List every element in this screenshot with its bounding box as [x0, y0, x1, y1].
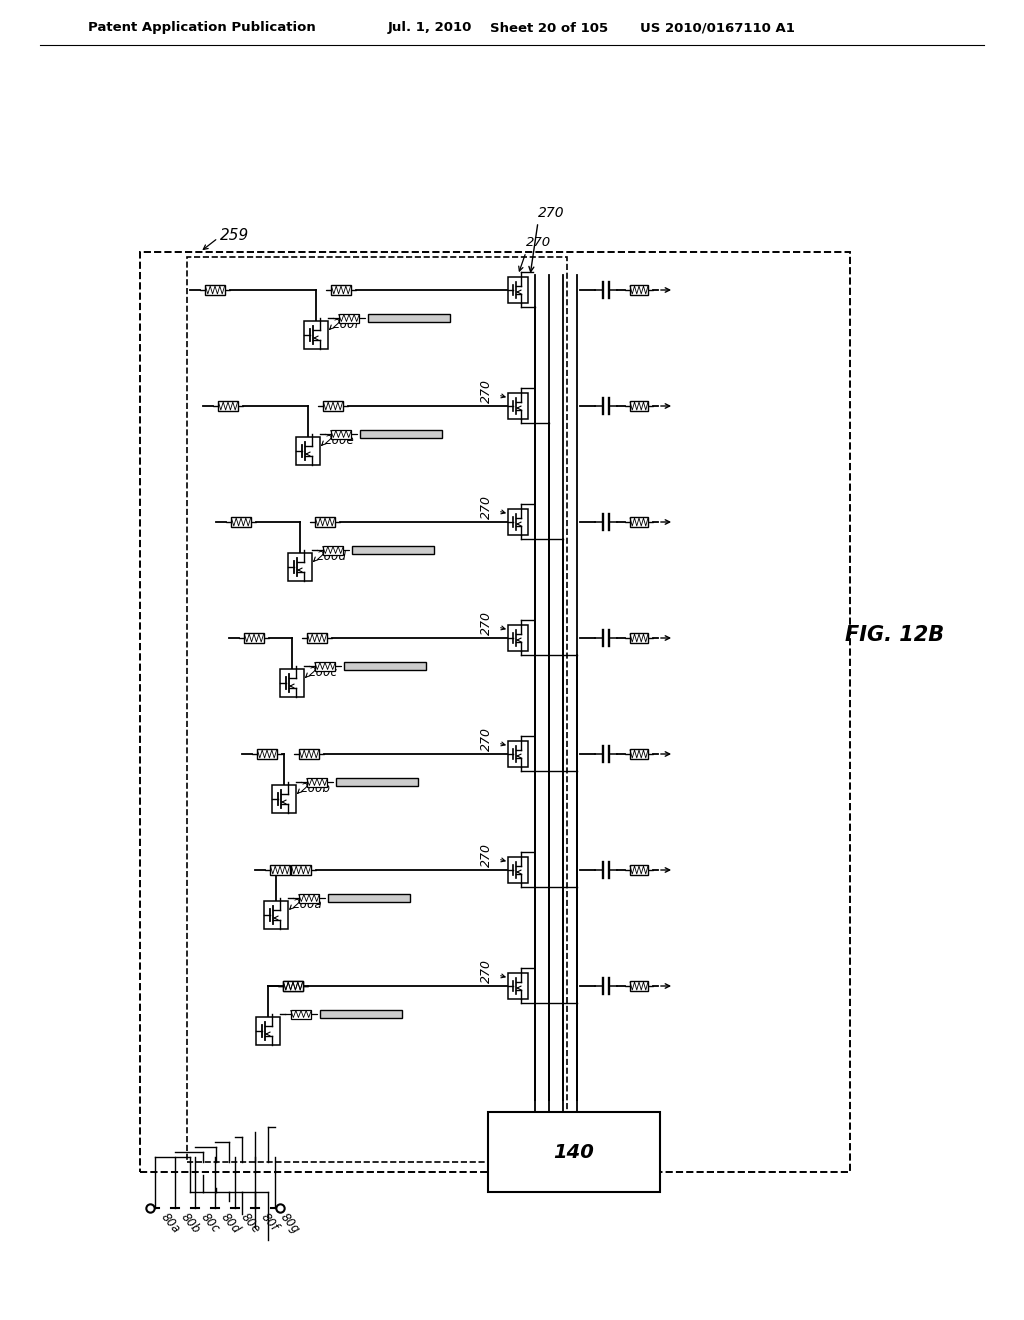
Bar — [231, 517, 251, 527]
Bar — [299, 894, 319, 903]
Bar — [256, 1016, 280, 1045]
Text: 270: 270 — [480, 611, 493, 635]
Bar — [324, 401, 343, 411]
Bar — [280, 669, 304, 697]
Bar — [292, 865, 310, 875]
Text: 80f: 80f — [258, 1210, 281, 1234]
Bar — [630, 865, 648, 875]
Bar — [488, 1111, 660, 1192]
Bar — [508, 973, 528, 999]
Bar — [291, 1010, 311, 1019]
Text: Patent Application Publication: Patent Application Publication — [88, 21, 315, 34]
Bar — [508, 741, 528, 767]
Bar — [630, 634, 648, 643]
Text: 270: 270 — [480, 495, 493, 519]
Text: 80g: 80g — [278, 1210, 302, 1237]
Bar — [368, 314, 450, 322]
Text: 80a: 80a — [158, 1210, 182, 1237]
Bar — [304, 321, 328, 348]
Bar — [307, 777, 328, 787]
Text: 270: 270 — [480, 727, 493, 751]
Bar — [206, 285, 224, 294]
Text: 270: 270 — [480, 379, 493, 403]
Bar — [336, 777, 418, 785]
Bar — [307, 634, 327, 643]
Bar — [315, 517, 335, 527]
Bar — [140, 252, 850, 1172]
Bar — [630, 517, 648, 527]
Bar — [508, 510, 528, 535]
Bar — [299, 748, 318, 759]
Text: 80b: 80b — [178, 1210, 203, 1237]
Bar — [360, 430, 442, 438]
Bar — [508, 857, 528, 883]
Bar — [344, 663, 426, 671]
Bar — [314, 661, 335, 671]
Text: Sheet 20 of 105: Sheet 20 of 105 — [490, 21, 608, 34]
Text: 80c: 80c — [198, 1210, 222, 1236]
Text: 260a: 260a — [293, 899, 323, 912]
Text: 260c: 260c — [309, 667, 338, 680]
Text: 260f: 260f — [333, 318, 359, 331]
Text: 259: 259 — [220, 227, 249, 243]
Bar — [264, 902, 288, 929]
Bar — [332, 285, 350, 294]
Bar — [630, 748, 648, 759]
Bar — [270, 865, 290, 875]
Text: 80d: 80d — [218, 1210, 243, 1237]
Text: 270: 270 — [480, 960, 493, 983]
Text: 80e: 80e — [238, 1210, 262, 1237]
Bar — [323, 545, 343, 554]
Text: 260e: 260e — [325, 434, 354, 447]
Bar — [630, 401, 648, 411]
Text: 270: 270 — [526, 236, 551, 249]
Bar — [508, 624, 528, 651]
Bar — [630, 981, 648, 991]
Bar — [257, 748, 276, 759]
Bar — [508, 277, 528, 304]
Text: 270: 270 — [538, 206, 564, 220]
Text: 270: 270 — [480, 843, 493, 867]
Bar — [218, 401, 238, 411]
Bar — [245, 634, 263, 643]
Bar — [288, 553, 312, 581]
Text: 140: 140 — [554, 1143, 595, 1162]
Bar — [296, 437, 319, 465]
Bar — [187, 257, 567, 1162]
Bar — [284, 981, 303, 991]
Bar — [352, 546, 434, 554]
Text: FIG. 12B: FIG. 12B — [846, 624, 944, 645]
Bar — [630, 285, 648, 294]
Bar — [284, 981, 303, 991]
Bar — [319, 1010, 402, 1018]
Text: US 2010/0167110 A1: US 2010/0167110 A1 — [640, 21, 795, 34]
Text: 260d: 260d — [317, 550, 347, 564]
Bar — [508, 393, 528, 418]
Bar — [339, 314, 359, 322]
Bar — [331, 429, 351, 438]
Text: Jul. 1, 2010: Jul. 1, 2010 — [388, 21, 472, 34]
Bar — [328, 894, 410, 902]
Bar — [272, 785, 296, 813]
Text: 260b: 260b — [301, 783, 331, 796]
